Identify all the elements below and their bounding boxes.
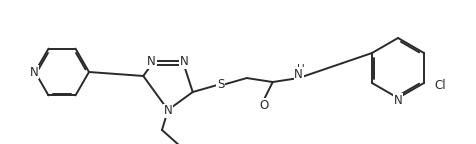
Text: N: N bbox=[294, 68, 302, 80]
Text: H: H bbox=[296, 64, 304, 74]
Text: N: N bbox=[393, 93, 402, 107]
Text: Cl: Cl bbox=[433, 78, 445, 91]
Text: N: N bbox=[163, 105, 172, 118]
Text: O: O bbox=[258, 98, 268, 112]
Text: N: N bbox=[179, 55, 188, 68]
Text: N: N bbox=[147, 55, 156, 68]
Text: N: N bbox=[30, 66, 38, 78]
Text: S: S bbox=[217, 77, 224, 91]
